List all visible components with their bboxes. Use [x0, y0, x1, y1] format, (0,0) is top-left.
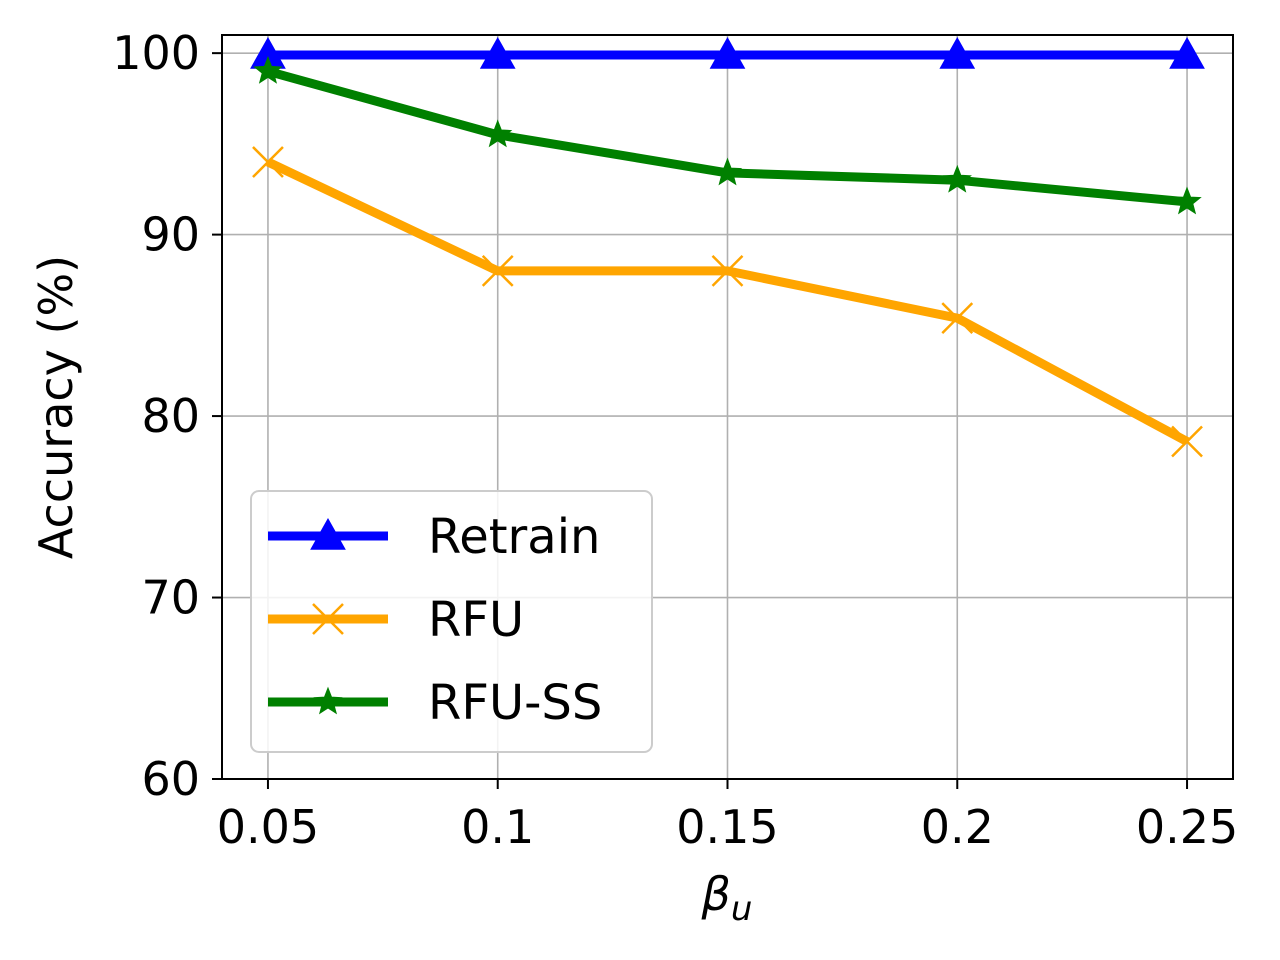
legend-marker-rfu-ss	[313, 686, 343, 715]
data-point-rfu	[941, 302, 974, 334]
data-point-retrain	[709, 36, 746, 69]
legend-label-rfu: RFU	[428, 592, 524, 648]
data-point-retrain	[1169, 36, 1205, 69]
y-axis-title: Accuracy (%)	[29, 255, 83, 559]
x-axis-title-subscript: u	[731, 889, 753, 929]
data-point-rfu	[1171, 425, 1203, 458]
x-tick-label: 0.15	[676, 800, 778, 854]
data-point-rfu-ss	[1172, 186, 1202, 215]
data-point-rfu-ss	[712, 157, 743, 186]
y-tick-label: 70	[141, 571, 200, 625]
x-axis-title: βu	[701, 867, 753, 929]
legend-box	[250, 490, 653, 753]
data-point-rfu	[711, 255, 744, 287]
legend-label-rfu-ss: RFU-SS	[428, 675, 602, 731]
y-tick-label: 100	[112, 26, 200, 80]
y-tick-label: 90	[141, 208, 200, 262]
data-point-rfu	[252, 146, 284, 178]
x-tick-label: 0.2	[921, 800, 994, 854]
x-tick-label: 0.05	[217, 800, 319, 854]
axis-ticks: 0.05 0.1 0.15 0.2 0.25 60 70 80 90 100	[112, 26, 1238, 854]
data-point-retrain	[939, 36, 976, 69]
y-tick-label: 60	[141, 752, 200, 806]
x-tick-label: 0.1	[461, 800, 534, 854]
data-point-rfu	[481, 255, 514, 287]
data-point-rfu-ss	[483, 119, 513, 148]
legend: Retrain RFU RFU-SS	[250, 490, 653, 753]
x-axis-title-symbol: β	[701, 867, 731, 921]
data-point-rfu-ss	[942, 164, 972, 193]
x-tick-label: 0.25	[1136, 800, 1238, 854]
legend-label-retrain: Retrain	[428, 509, 600, 565]
data-point-retrain	[479, 36, 516, 69]
legend-marker-retrain	[310, 517, 346, 550]
series-group	[250, 36, 1205, 458]
data-point-rfu-ss	[253, 55, 283, 84]
legend-marker-rfu	[312, 603, 344, 635]
y-tick-label: 80	[141, 389, 200, 443]
